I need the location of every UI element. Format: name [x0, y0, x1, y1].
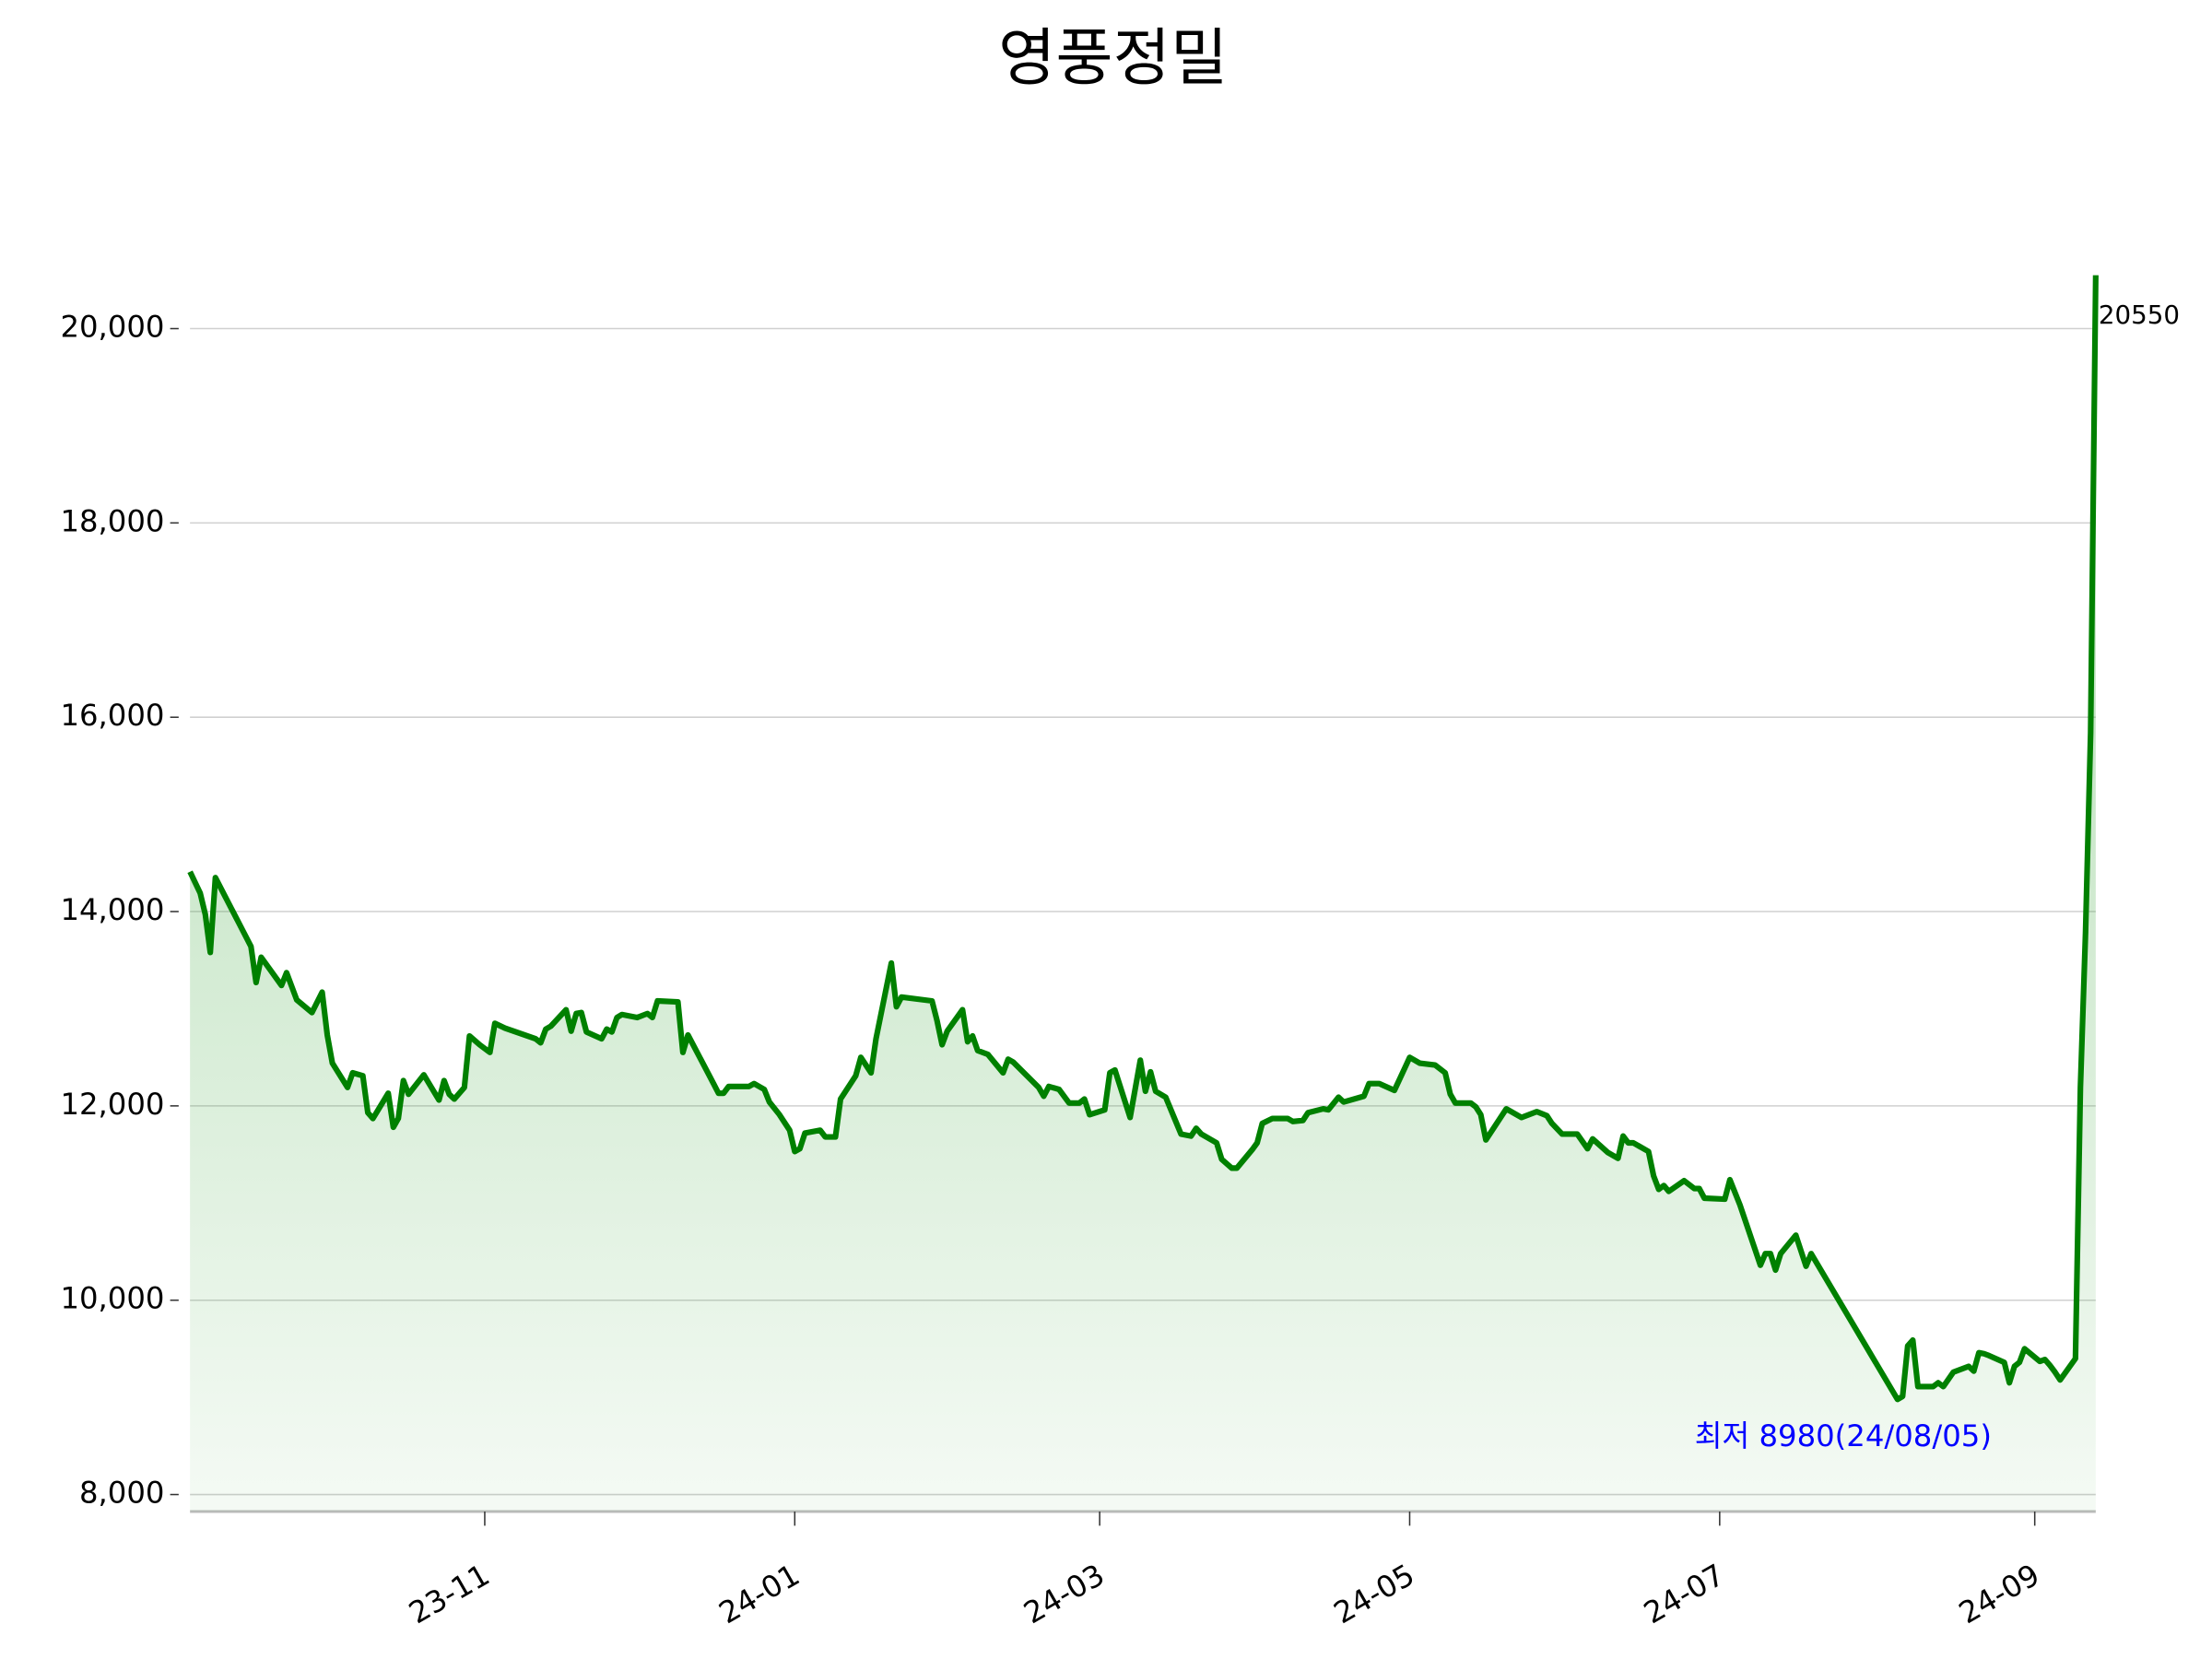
y-tick-label: 8,000 [79, 1476, 164, 1511]
price-line [187, 275, 2099, 1403]
x-tick-label: 23-11 [403, 1558, 495, 1631]
y-tick-label: 14,000 [60, 892, 164, 927]
area-fill [190, 275, 2096, 1512]
x-tick-label: 24-03 [1018, 1558, 1110, 1631]
y-tick-label: 10,000 [60, 1281, 164, 1316]
y-tick-label: 20,000 [60, 310, 164, 345]
x-tick-label: 24-07 [1638, 1558, 1730, 1631]
x-tick-label: 24-05 [1328, 1558, 1420, 1631]
x-tick-label: 24-01 [713, 1558, 806, 1631]
y-tick-label: 12,000 [60, 1087, 164, 1122]
min-annotation: 최저 8980(24/08/05) [1695, 1418, 1992, 1453]
y-tick-label: 16,000 [60, 698, 164, 733]
last-value-label: 20550 [2099, 300, 2180, 330]
chart-title: 영풍정밀 [998, 21, 1228, 94]
x-tick-label: 24-09 [1953, 1558, 2045, 1631]
y-tick-label: 18,000 [60, 503, 164, 538]
